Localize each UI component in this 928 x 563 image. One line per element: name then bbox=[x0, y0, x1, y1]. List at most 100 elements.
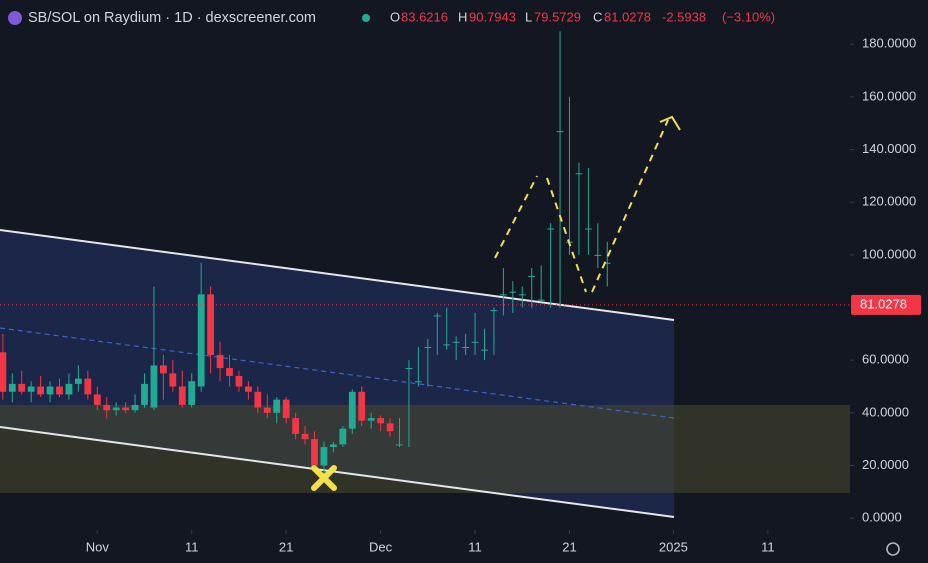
candle-body bbox=[509, 291, 517, 293]
candle-body bbox=[584, 228, 592, 230]
legend-h: 90.7943 bbox=[469, 9, 516, 24]
arrow-up-2 bbox=[591, 119, 669, 293]
candle-body bbox=[254, 391, 262, 408]
candle-body bbox=[348, 391, 356, 429]
channel-upper bbox=[0, 229, 675, 321]
projection-arrows bbox=[494, 115, 681, 293]
candle-body bbox=[197, 294, 205, 387]
y-tick-label: 60.0000 bbox=[862, 352, 909, 367]
legend-change: -2.5938 bbox=[662, 9, 706, 24]
candle-body bbox=[84, 378, 92, 395]
candle-body bbox=[207, 294, 215, 355]
candle-body bbox=[301, 433, 309, 440]
candle-body bbox=[244, 386, 252, 392]
x-tick-label: 11 bbox=[185, 539, 199, 554]
candle-body bbox=[74, 378, 82, 384]
candle-body bbox=[0, 352, 7, 392]
candle-body bbox=[93, 394, 101, 405]
candle-body bbox=[273, 399, 281, 413]
candle-body bbox=[311, 439, 318, 466]
candle-body bbox=[603, 262, 611, 264]
candle-body bbox=[462, 347, 470, 349]
y-tick-label: 160.0000 bbox=[862, 88, 916, 103]
candle-body bbox=[56, 386, 63, 395]
candle-body bbox=[65, 383, 73, 395]
candle-body bbox=[499, 294, 507, 296]
channel-lower bbox=[0, 426, 675, 518]
ohlc-legend: O 83.6216 H 90.7943 L 79.5729 C 81.0278 -2.5938 (… bbox=[390, 9, 775, 24]
candle-body bbox=[443, 344, 451, 346]
x-tick-label: Nov bbox=[86, 539, 110, 554]
candle-body bbox=[282, 399, 290, 419]
y-tick-label: 120.0000 bbox=[862, 194, 916, 209]
candle-body bbox=[329, 444, 337, 448]
candle-body bbox=[594, 254, 602, 256]
y-tick-label: 180.0000 bbox=[862, 36, 916, 51]
y-tick-label: 140.0000 bbox=[862, 141, 916, 156]
candle-body bbox=[37, 386, 45, 395]
candle-body bbox=[188, 381, 196, 405]
last-price-tag bbox=[851, 294, 921, 315]
candle-body bbox=[131, 404, 139, 411]
candle-body bbox=[27, 386, 35, 392]
candle-body bbox=[396, 444, 403, 446]
candle-body bbox=[452, 341, 460, 343]
status-dot bbox=[362, 14, 370, 22]
candle-body bbox=[122, 407, 130, 411]
candle-body bbox=[518, 294, 526, 296]
legend-c-label: C bbox=[593, 9, 602, 24]
candle-body bbox=[537, 299, 545, 301]
last-price-label: 81.0278 bbox=[860, 296, 907, 311]
candle-body bbox=[150, 365, 158, 408]
y-tick-label: 0.0000 bbox=[862, 510, 902, 525]
candle-body bbox=[339, 428, 347, 445]
y-tick-label: 40.0000 bbox=[862, 404, 909, 419]
candle-body bbox=[292, 418, 300, 434]
legend-h-label: H bbox=[458, 9, 467, 24]
legend-o: 83.6216 bbox=[401, 9, 448, 24]
x-tick-label: 21 bbox=[562, 539, 576, 554]
y-tick-label: 20.0000 bbox=[862, 457, 909, 472]
candle-body bbox=[471, 341, 479, 343]
candle-body bbox=[547, 228, 555, 230]
x-tick-label: Dec bbox=[369, 539, 393, 554]
candle-body bbox=[216, 354, 224, 369]
x-tick-label: 11 bbox=[468, 539, 482, 554]
candle-body bbox=[424, 347, 432, 349]
candle-body bbox=[46, 386, 54, 395]
candle-body bbox=[141, 383, 148, 405]
candle-body bbox=[556, 131, 564, 133]
x-tick-label: 11 bbox=[761, 539, 775, 554]
candle-body bbox=[414, 381, 422, 383]
candle-body bbox=[112, 407, 120, 411]
candle-body bbox=[490, 310, 498, 312]
token-icon bbox=[8, 11, 22, 25]
candles bbox=[0, 31, 611, 477]
candle-body bbox=[178, 386, 186, 405]
x-tick-label: 21 bbox=[279, 539, 293, 554]
candle-body bbox=[263, 407, 271, 413]
x-tick-label: 2025 bbox=[659, 539, 688, 554]
legend-l: 79.5729 bbox=[534, 9, 581, 24]
settings-icon[interactable] bbox=[886, 542, 900, 556]
legend-l-label: L bbox=[525, 9, 532, 24]
support-zone bbox=[0, 405, 850, 493]
candle-body bbox=[481, 349, 488, 351]
candle-body bbox=[433, 315, 441, 317]
candle-body bbox=[386, 423, 394, 432]
candle-body bbox=[18, 383, 26, 392]
candle-body bbox=[367, 418, 375, 421]
candle-body bbox=[528, 275, 536, 277]
header: SB/SOL on Raydium · 1D · dexscreener.com bbox=[8, 10, 370, 26]
candle-body bbox=[8, 383, 16, 392]
candle-body bbox=[405, 368, 413, 370]
legend-c: 81.0278 bbox=[604, 9, 651, 24]
candle-body bbox=[103, 404, 111, 411]
candle-body bbox=[159, 365, 167, 374]
candle-body bbox=[235, 375, 243, 387]
candle-body bbox=[320, 447, 328, 466]
cross-mark bbox=[311, 465, 337, 491]
y-tick-label: 100.0000 bbox=[862, 246, 916, 261]
